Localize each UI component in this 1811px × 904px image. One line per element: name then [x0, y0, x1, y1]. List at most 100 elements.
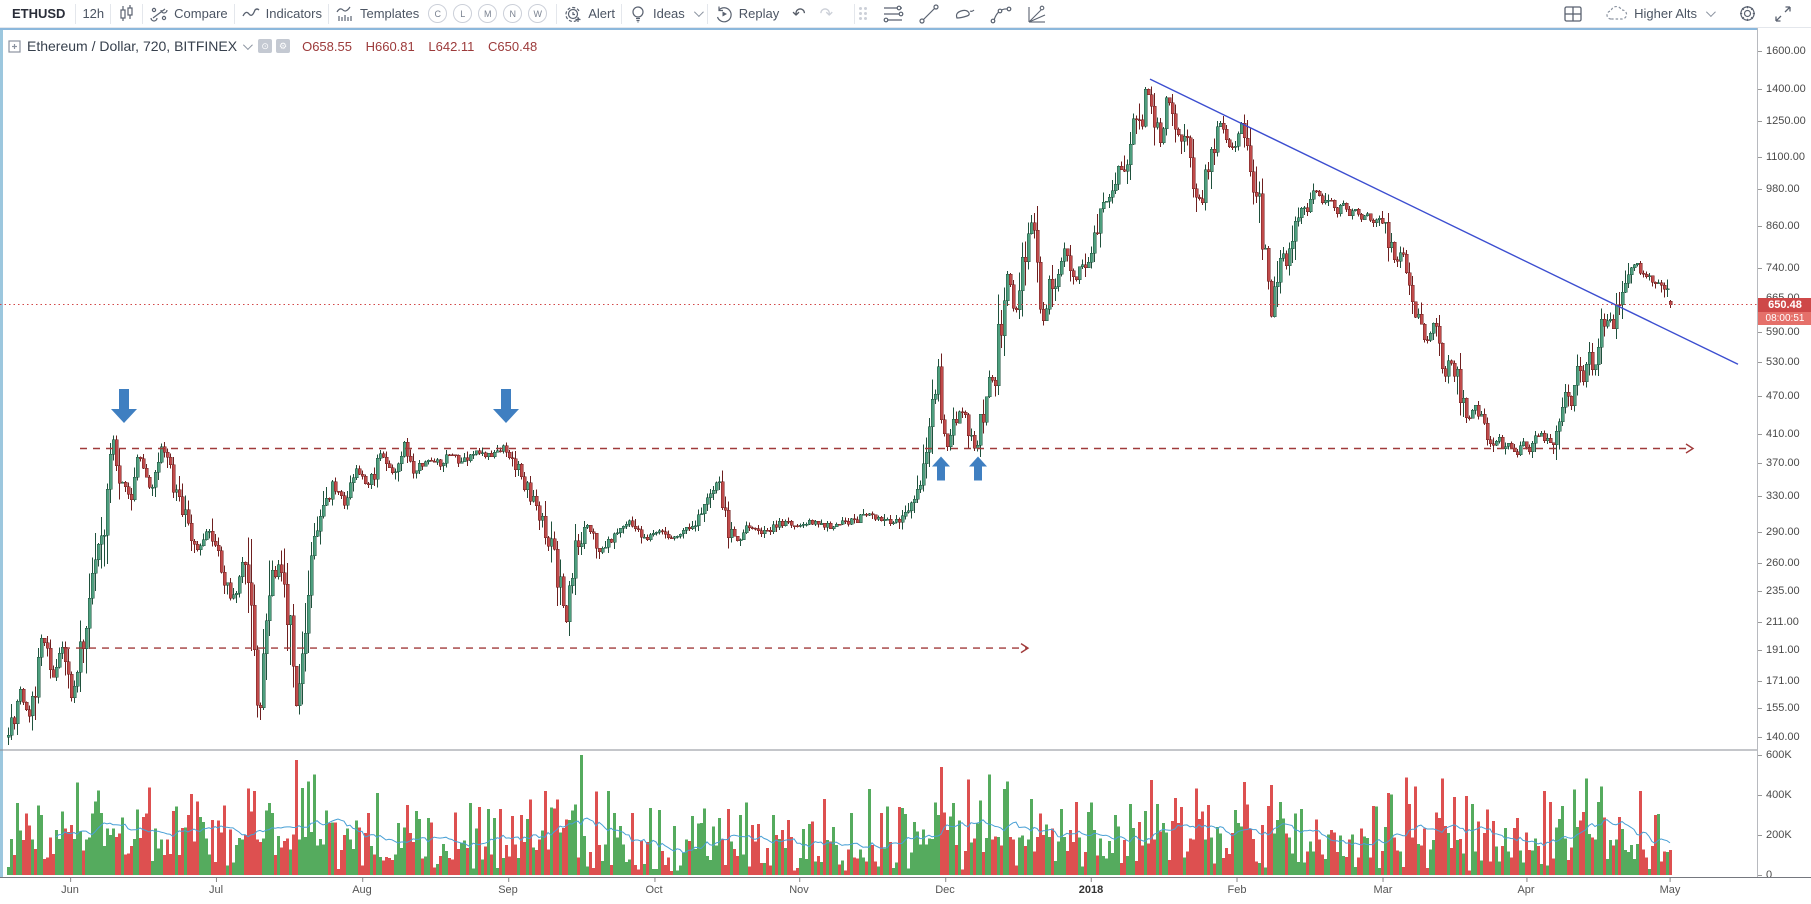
chevron-down-icon: [693, 7, 704, 18]
symbol-button[interactable]: ETHUSD: [12, 6, 66, 21]
candle-style-icon: [117, 4, 136, 23]
divider: [854, 3, 856, 24]
ideas-button[interactable]: Ideas: [622, 0, 707, 28]
tool-curve[interactable]: [983, 1, 1019, 27]
price-tick: 191.00: [1758, 643, 1800, 656]
tool-brush[interactable]: [947, 1, 983, 27]
quick-interval-c[interactable]: C: [428, 4, 448, 23]
last-price-badge: 650.48: [1758, 297, 1811, 312]
price-tick: 330.00: [1758, 489, 1800, 502]
tool-settings-sliders[interactable]: [875, 1, 911, 27]
price-tick: 140.00: [1758, 731, 1800, 743]
time-tick-may: May: [1659, 878, 1681, 896]
low-value: L642.11: [428, 38, 475, 54]
close-value: C650.48: [488, 38, 538, 54]
chart-properties-button[interactable]: [1729, 1, 1765, 27]
interval-button[interactable]: 12h: [82, 6, 105, 21]
quick-interval-n[interactable]: N: [503, 4, 523, 23]
replay-button[interactable]: Replay: [708, 0, 785, 28]
time-tick-dec: Dec: [935, 878, 955, 896]
divider: [620, 3, 622, 24]
divider: [328, 3, 329, 24]
chart-legend: Ethereum / Dollar, 720, BITFINEX ⊙ ⚙ O65…: [8, 38, 547, 54]
divider: [110, 3, 112, 24]
divider: [75, 3, 77, 24]
cloud-icon: [1605, 4, 1629, 24]
divider: [556, 3, 558, 24]
alert-button[interactable]: Alert: [557, 0, 621, 28]
price-axis[interactable]: 650.48 08:00:51 1600.00 1400.00 1250.00 110…: [1757, 28, 1811, 881]
chart-style-button[interactable]: [111, 0, 142, 28]
ideas-icon: [628, 4, 648, 24]
price-tick: 410.00: [1758, 428, 1800, 441]
price-tick: 740.00: [1758, 262, 1800, 275]
eye-icon[interactable]: ⊙: [258, 39, 273, 53]
bar-countdown-badge: 08:00:51: [1758, 312, 1811, 325]
quick-interval-m[interactable]: M: [478, 4, 498, 23]
time-tick-apr: Apr: [1517, 878, 1535, 896]
templates-button[interactable]: Templates: [329, 0, 425, 28]
layout-grid-button[interactable]: [1555, 1, 1591, 27]
price-chart[interactable]: [0, 28, 1757, 877]
redo-button[interactable]: ↷: [819, 4, 834, 23]
time-tick-feb: Feb: [1227, 878, 1247, 896]
price-tick: 590.00: [1758, 325, 1800, 338]
price-tick: 1100.00: [1758, 150, 1805, 163]
price-tick: 290.00: [1758, 525, 1800, 538]
layout-grid-icon: [1562, 4, 1584, 24]
time-tick-jun: Jun: [61, 878, 79, 896]
drag-handle[interactable]: [859, 7, 868, 20]
price-tick: 1400.00: [1758, 82, 1806, 95]
price-tick: 980.00: [1758, 183, 1800, 195]
price-tick: 171.00: [1758, 674, 1800, 687]
series-settings-gear-icon[interactable]: ⚙: [276, 39, 291, 53]
layout-name-button[interactable]: Higher Alts: [1599, 0, 1719, 28]
time-axis[interactable]: Jun Jul Aug Sep Oct Nov Dec 2018 Feb Mar Apr May: [0, 877, 1811, 904]
indicators-icon: [241, 4, 261, 24]
sliders-icon: [881, 3, 905, 25]
alert-icon: [563, 4, 583, 24]
ohlc-values: O658.55 H660.81 L642.11 C650.48: [302, 39, 547, 54]
tool-trend-angle[interactable]: [1019, 1, 1055, 27]
price-tick: 860.00: [1758, 219, 1800, 232]
quick-interval-w[interactable]: W: [528, 4, 548, 23]
time-tick-aug: Aug: [352, 878, 372, 896]
price-tick: 235.00: [1758, 585, 1800, 598]
chevron-down-icon[interactable]: [243, 39, 253, 50]
time-tick-oct: Oct: [645, 878, 663, 896]
volume-tick: 400K: [1758, 789, 1792, 801]
trend-line-icon: [917, 3, 941, 25]
maximize-pane-icon[interactable]: [8, 39, 21, 53]
settings-gear-icon: [1737, 3, 1758, 24]
replay-icon: [714, 4, 734, 24]
tool-trend-line[interactable]: [911, 1, 947, 27]
divider: [142, 3, 144, 24]
chart-area[interactable]: Ethereum / Dollar, 720, BITFINEX ⊙ ⚙ O65…: [0, 28, 1811, 904]
volume-tick: 0: [1757, 869, 1773, 881]
price-tick: 260.00: [1758, 556, 1800, 569]
divider: [706, 3, 708, 24]
undo-button[interactable]: ↶: [792, 4, 806, 23]
trend-angle-icon: [1025, 3, 1049, 25]
time-tick-jul: Jul: [208, 878, 224, 896]
quick-interval-l[interactable]: L: [453, 4, 473, 23]
time-tick-2018: 2018: [1078, 878, 1104, 896]
symbol-title[interactable]: Ethereum / Dollar, 720, BITFINEX: [27, 38, 238, 54]
price-tick: 1600.00: [1758, 45, 1806, 57]
brush-icon: [953, 3, 977, 25]
compare-button[interactable]: Compare: [143, 0, 233, 28]
toolbar-right: Higher Alts: [1555, 0, 1811, 28]
price-tick: 211.00: [1758, 615, 1799, 628]
time-tick-nov: Nov: [789, 878, 809, 896]
fullscreen-button[interactable]: [1765, 1, 1801, 27]
indicators-button[interactable]: Indicators: [235, 0, 328, 28]
volume-tick: 200K: [1758, 829, 1792, 841]
volume-tick: 600K: [1758, 749, 1792, 761]
price-tick: 530.00: [1758, 356, 1800, 369]
price-tick: 470.00: [1758, 390, 1800, 402]
high-value: H660.81: [365, 38, 415, 54]
time-tick-mar: Mar: [1373, 878, 1393, 896]
time-tick-sep: Sep: [498, 878, 518, 896]
top-toolbar: ETHUSD 12h Compare: [0, 0, 1811, 28]
compare-icon: [149, 4, 169, 24]
